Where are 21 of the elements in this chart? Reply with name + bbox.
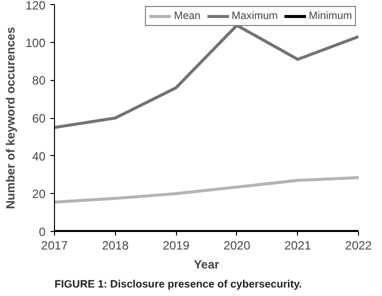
legend-label: Mean — [174, 10, 201, 22]
x-tick-label: 2021 — [284, 238, 312, 252]
x-tick-label: 2018 — [102, 238, 129, 252]
legend-label: Minimum — [308, 10, 352, 22]
y-tick-label: 20 — [32, 187, 46, 202]
y-tick-label: 100 — [25, 36, 46, 50]
y-tick-label: 0 — [38, 225, 46, 239]
line-series — [54, 24, 358, 129]
line-series — [54, 176, 358, 204]
legend-label: Maximum — [232, 10, 278, 22]
x-tick-label: 2019 — [162, 238, 190, 252]
x-tick-label: 2017 — [41, 238, 68, 252]
x-axis-title: Year — [194, 258, 220, 272]
y-tick-label: 80 — [32, 74, 46, 88]
y-tick-label: 120 — [25, 0, 46, 12]
y-axis-title: Number of keyword occurences — [3, 26, 18, 210]
y-tick-label: 60 — [32, 112, 46, 126]
x-tick-label: 2022 — [345, 238, 372, 252]
y-tick-label: 40 — [32, 149, 46, 164]
caption: FIGURE 1: Disclosure presence of cybersecurity. — [54, 278, 302, 290]
x-tick-label: 2020 — [224, 238, 251, 252]
